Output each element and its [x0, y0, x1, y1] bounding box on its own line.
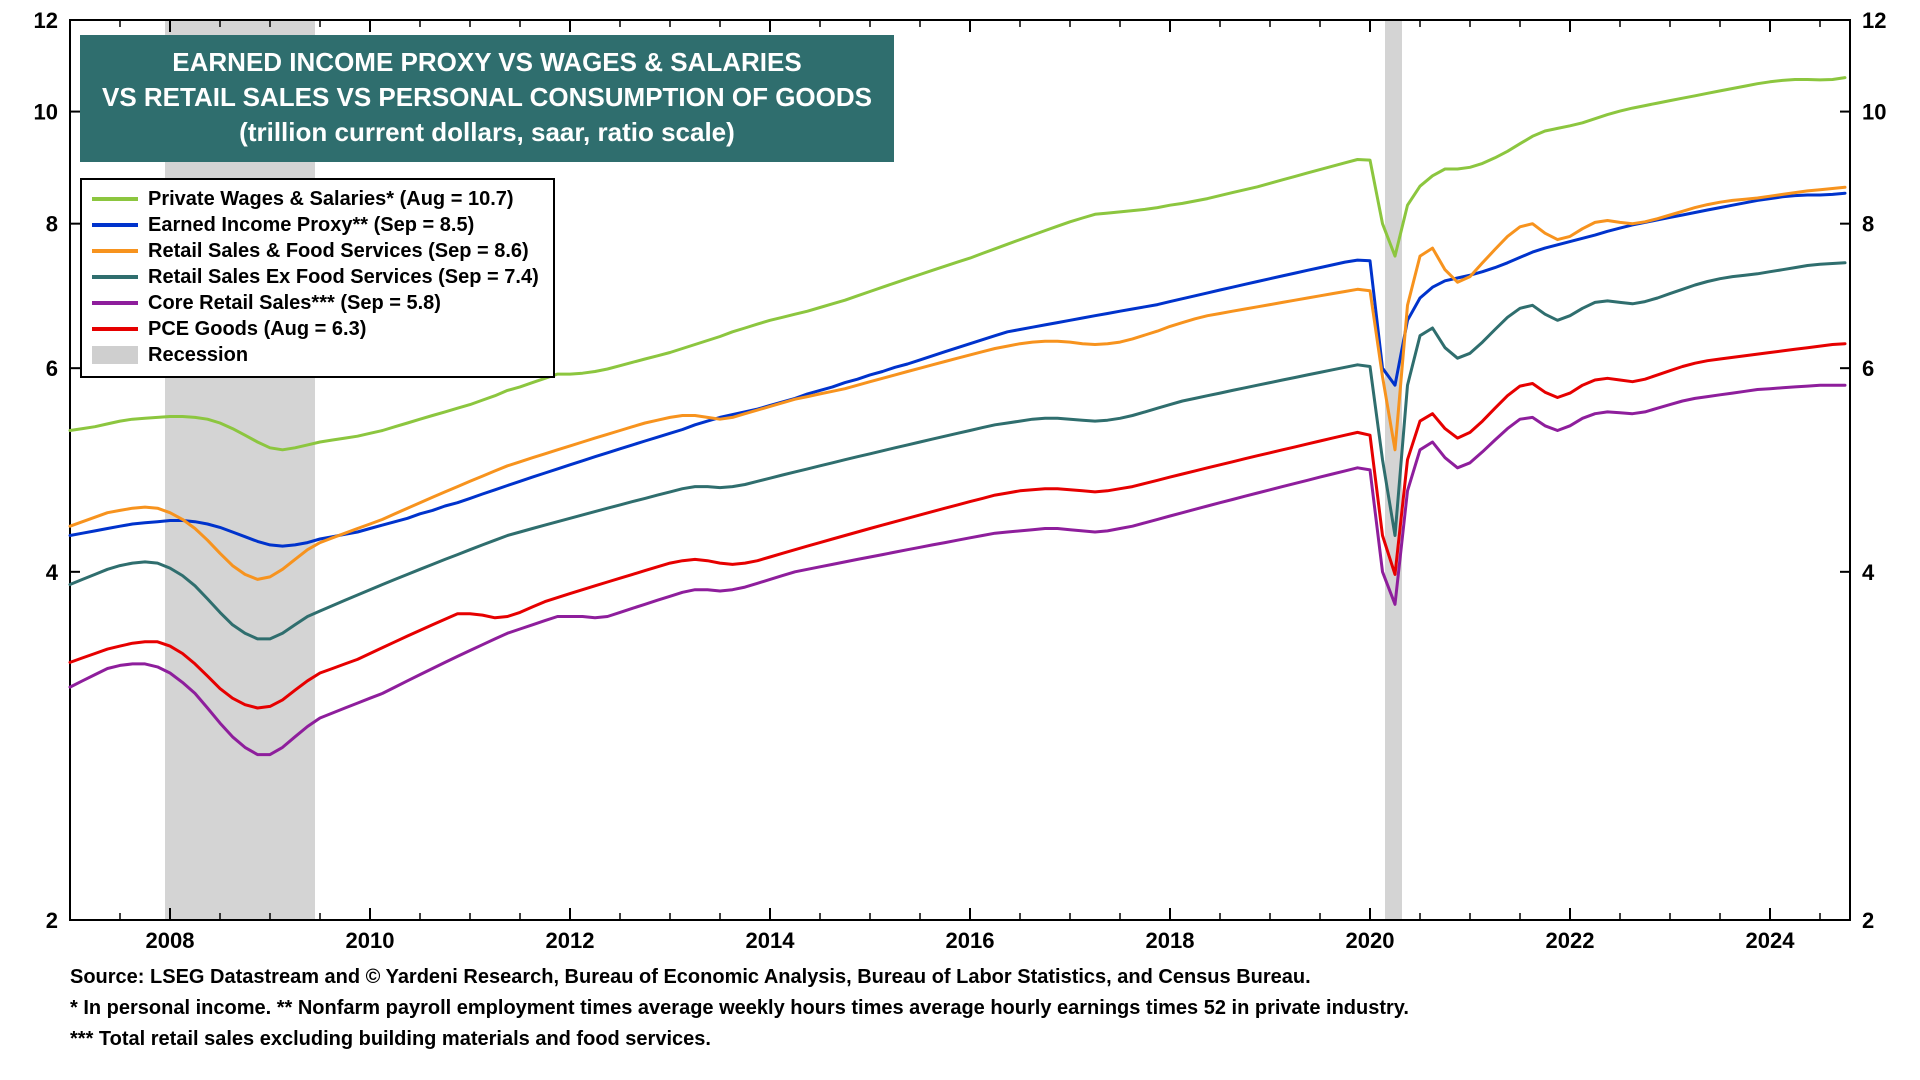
title-line: VS RETAIL SALES VS PERSONAL CONSUMPTION …: [102, 80, 872, 115]
x-tick-label: 2014: [746, 928, 796, 953]
legend-line-swatch: [92, 223, 138, 227]
x-tick-label: 2010: [346, 928, 395, 953]
legend-label: Earned Income Proxy** (Sep = 8.5): [148, 214, 474, 237]
x-tick-label: 2020: [1346, 928, 1395, 953]
footnote-line: Source: LSEG Datastream and © Yardeni Re…: [70, 962, 1409, 993]
y-tick-label: 2: [46, 908, 58, 933]
legend-line-swatch: [92, 197, 138, 201]
y-tick-label: 4: [46, 560, 59, 585]
y-tick-label-right: 4: [1862, 560, 1875, 585]
x-tick-label: 2012: [546, 928, 595, 953]
y-tick-label-right: 6: [1862, 356, 1874, 381]
x-tick-label: 2008: [146, 928, 195, 953]
legend-line-swatch: [92, 275, 138, 279]
legend: Private Wages & Salaries* (Aug = 10.7) Ea…: [80, 178, 555, 378]
y-tick-label: 12: [34, 8, 58, 33]
y-tick-label-right: 10: [1862, 100, 1886, 125]
legend-line-swatch: [92, 327, 138, 331]
footnotes: Source: LSEG Datastream and © Yardeni Re…: [70, 962, 1409, 1055]
legend-line-swatch: [92, 301, 138, 305]
title-line: EARNED INCOME PROXY VS WAGES & SALARIES: [102, 45, 872, 80]
legend-label: Core Retail Sales*** (Sep = 5.8): [148, 292, 441, 315]
legend-label: PCE Goods (Aug = 6.3): [148, 318, 366, 341]
legend-label: Recession: [148, 344, 248, 367]
title-line: (trillion current dollars, saar, ratio s…: [102, 115, 872, 150]
legend-item: PCE Goods (Aug = 6.3): [92, 316, 539, 342]
x-tick-label: 2018: [1146, 928, 1195, 953]
chart-root: 2 2 4 4 6 6 8 8 10 10 12 12 2008 2010 2012 2014 2016 2018…: [0, 0, 1920, 1080]
legend-item: Retail Sales & Food Services (Sep = 8.6): [92, 238, 539, 264]
x-tick-label: 2016: [946, 928, 995, 953]
footnote-line: * In personal income. ** Nonfarm payroll…: [70, 993, 1409, 1024]
y-tick-label-right: 2: [1862, 908, 1874, 933]
legend-item: Private Wages & Salaries* (Aug = 10.7): [92, 186, 539, 212]
legend-patch: [92, 346, 138, 364]
y-tick-label: 6: [46, 356, 58, 381]
legend-item: Core Retail Sales*** (Sep = 5.8): [92, 290, 539, 316]
footnote-line: *** Total retail sales excluding buildin…: [70, 1024, 1409, 1055]
legend-label: Private Wages & Salaries* (Aug = 10.7): [148, 188, 514, 211]
legend-label: Retail Sales & Food Services (Sep = 8.6): [148, 240, 529, 263]
legend-item: Recession: [92, 342, 539, 368]
series-pce_goods: [70, 344, 1845, 708]
legend-item: Earned Income Proxy** (Sep = 8.5): [92, 212, 539, 238]
x-tick-label: 2024: [1746, 928, 1796, 953]
legend-item: Retail Sales Ex Food Services (Sep = 7.4…: [92, 264, 539, 290]
y-tick-label: 10: [34, 100, 58, 125]
chart-title: EARNED INCOME PROXY VS WAGES & SALARIESV…: [80, 35, 894, 162]
legend-line-swatch: [92, 249, 138, 253]
legend-label: Retail Sales Ex Food Services (Sep = 7.4…: [148, 266, 539, 289]
y-tick-label: 8: [46, 212, 58, 237]
y-tick-label-right: 12: [1862, 8, 1886, 33]
x-tick-label: 2022: [1546, 928, 1595, 953]
y-tick-label-right: 8: [1862, 212, 1874, 237]
